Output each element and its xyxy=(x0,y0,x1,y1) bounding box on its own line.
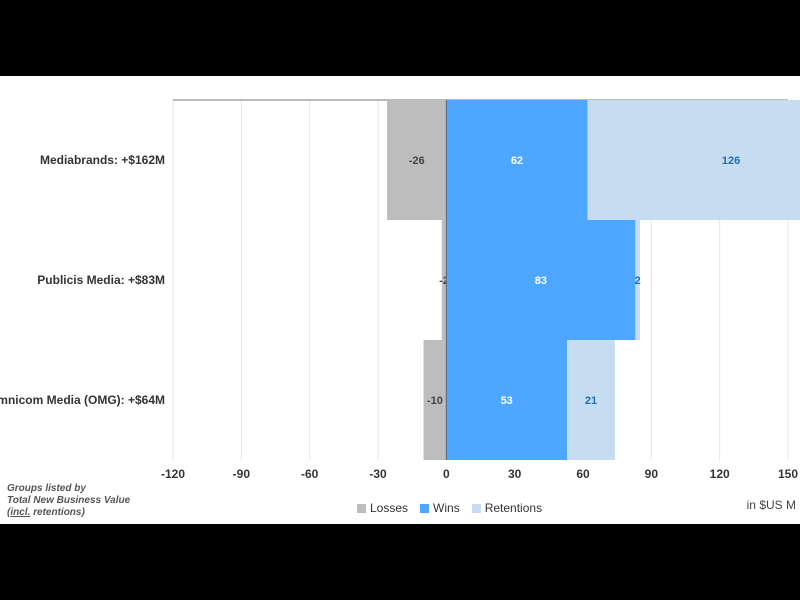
legend-item-wins: Wins xyxy=(420,501,460,515)
value-label-wins-2: 53 xyxy=(501,395,513,407)
sort-note: Groups listed by Total New Business Valu… xyxy=(7,483,130,519)
value-label-wins-0: 62 xyxy=(511,155,523,167)
bar-wins-2 xyxy=(446,340,568,460)
bar-chart: -26 62 126 Mediabrands: +$162M -2 83 2 Publicis… xyxy=(0,99,800,481)
note-line-2: Total New Business Value xyxy=(7,495,131,506)
x-tick-label-9: 150 xyxy=(778,467,798,481)
value-label-wins-1: 83 xyxy=(535,275,547,287)
x-tick-label-7: 90 xyxy=(645,467,659,481)
value-label-retentions-1: 2 xyxy=(635,275,641,287)
x-tick-label-6: 60 xyxy=(576,467,590,481)
legend-label-retentions: Retentions xyxy=(484,501,543,515)
x-tick-label-2: -60 xyxy=(301,467,319,481)
x-tick-label-8: 120 xyxy=(710,467,730,481)
legend-item-losses: Losses xyxy=(357,501,408,515)
x-tick-label-1: -90 xyxy=(233,467,251,481)
value-label-losses-0: -26 xyxy=(409,155,425,167)
bar-retentions-2 xyxy=(567,340,615,460)
note-line-1: Groups listed by xyxy=(7,483,86,494)
x-tick-label-4: 0 xyxy=(443,467,450,481)
bar-retentions-1 xyxy=(635,220,640,340)
value-label-retentions-0: 126 xyxy=(722,155,740,167)
bar-losses-1 xyxy=(441,220,447,340)
bar-losses-2 xyxy=(423,340,447,460)
category-label-0: Mediabrands: +$162M xyxy=(40,153,165,167)
bar-losses-0 xyxy=(387,100,447,220)
x-tick-label-0: -120 xyxy=(161,467,185,481)
bar-wins-0 xyxy=(446,100,588,220)
note-line-3: (incl. retentions) xyxy=(7,507,85,518)
category-label-2: Omnicom Media (OMG): +$64M xyxy=(0,393,165,407)
legend-swatch-losses xyxy=(357,503,366,513)
legend-label-wins: Wins xyxy=(433,501,460,515)
value-label-losses-1: -2 xyxy=(439,275,449,287)
chart-panel: -26 62 126 Mediabrands: +$162M -2 83 2 Publicis… xyxy=(0,76,800,524)
note-underlined: incl. xyxy=(10,507,31,518)
legend: Losses Wins Retentions xyxy=(357,501,542,515)
bar-retentions-0 xyxy=(587,100,800,220)
bar-wins-1 xyxy=(446,220,636,340)
legend-swatch-retentions xyxy=(471,503,481,513)
x-tick-label-3: -30 xyxy=(369,467,387,481)
legend-item-retentions: Retentions xyxy=(471,501,543,515)
value-label-retentions-2: 21 xyxy=(585,395,597,407)
units-label: in $US M xyxy=(746,498,796,512)
legend-swatch-wins xyxy=(420,503,430,513)
legend-label-losses: Losses xyxy=(370,501,409,515)
category-label-1: Publicis Media: +$83M xyxy=(37,273,165,287)
x-tick-label-5: 30 xyxy=(508,467,522,481)
value-label-losses-2: -10 xyxy=(427,395,443,407)
